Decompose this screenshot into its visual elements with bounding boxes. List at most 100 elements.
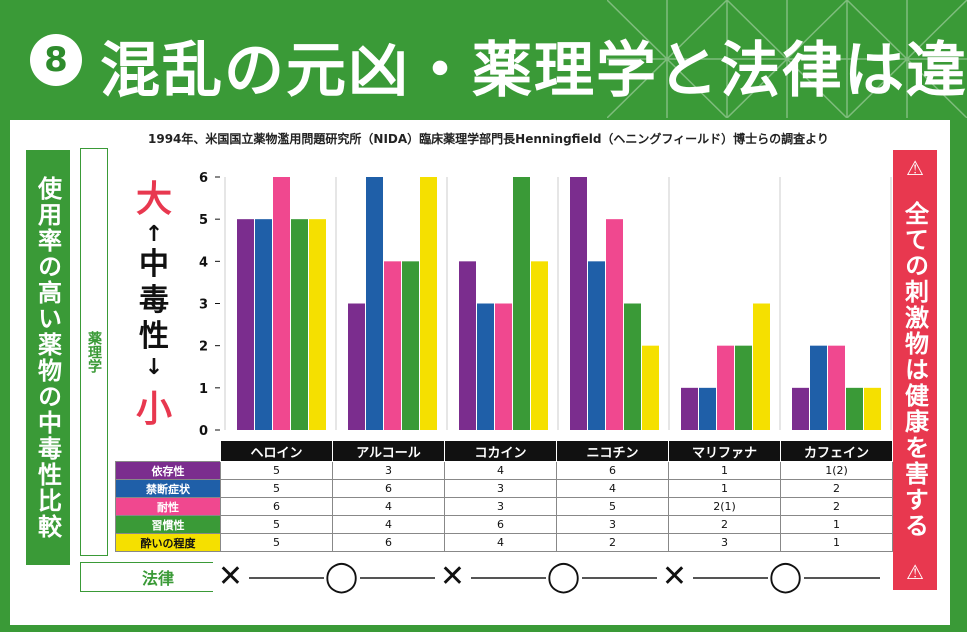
table-cell: 1 xyxy=(780,533,893,552)
bar-1-2 xyxy=(384,261,401,430)
source-note: 1994年、米国国立薬物濫用問題研究所（NIDA）臨床薬理学部門長Henning… xyxy=(148,132,829,146)
bar-3-1 xyxy=(588,261,605,430)
category-header: ニコチン xyxy=(556,440,669,462)
table-cell: 6 xyxy=(332,533,445,552)
table-cell: 3 xyxy=(444,479,557,498)
table-cell: 3 xyxy=(332,461,445,480)
table-cell: 2 xyxy=(780,479,893,498)
bar-2-2 xyxy=(495,303,512,430)
bar-2-3 xyxy=(513,177,530,430)
table-cell: 5 xyxy=(220,533,333,552)
bar-3-4 xyxy=(642,345,659,430)
category-header: カフェイン xyxy=(780,440,893,462)
arrow-down-icon: ↓ xyxy=(144,355,164,380)
bar-0-4 xyxy=(309,219,326,430)
category-header: ヘロイン xyxy=(220,440,333,462)
bar-0-0 xyxy=(237,219,254,430)
header-banner: 8 混乱の元凶・薬理学と法律は違う xyxy=(0,0,967,118)
warning-icon: ⚠ xyxy=(906,156,924,180)
law-mark: ✕ xyxy=(656,560,693,594)
table-cell: 3 xyxy=(444,497,557,516)
scale-middle: 中毒性 xyxy=(139,247,169,354)
bar-1-3 xyxy=(402,261,419,430)
law-mark: ✕ xyxy=(434,560,471,594)
bar-0-2 xyxy=(273,177,290,430)
bar-2-1 xyxy=(477,303,494,430)
bar-5-3 xyxy=(846,387,863,430)
table-row: 依存性 5 3 4 6 1 1(2) xyxy=(115,461,893,480)
table-cell: 1 xyxy=(668,479,781,498)
series-label: 習慣性 xyxy=(115,515,221,534)
table-row: 習慣性 5 4 6 3 2 1 xyxy=(115,515,893,534)
bar-3-2 xyxy=(606,219,623,430)
scale-big: 大 xyxy=(135,179,172,220)
table-cell: 2(1) xyxy=(668,497,781,516)
section-number-badge: 8 xyxy=(30,34,82,86)
table-cell: 1(2) xyxy=(780,461,893,480)
category-header: コカイン xyxy=(444,440,557,462)
bar-3-0 xyxy=(570,177,587,430)
y-tick-label: 5 xyxy=(199,213,208,228)
page-title: 混乱の元凶・薬理学と法律は違う xyxy=(100,36,967,106)
bar-5-0 xyxy=(792,387,809,430)
table-cell: 4 xyxy=(332,515,445,534)
table-cell: 3 xyxy=(556,515,669,534)
arrow-up-icon: ↑ xyxy=(144,222,164,247)
warning-icon: ⚠ xyxy=(906,560,924,584)
table-cell: 6 xyxy=(444,515,557,534)
scale-small: 小 xyxy=(135,389,172,430)
bar-4-0 xyxy=(681,387,698,430)
series-label: 依存性 xyxy=(115,461,221,480)
y-tick-label: 4 xyxy=(199,255,208,270)
table-cell: 6 xyxy=(332,479,445,498)
series-label: 禁断症状 xyxy=(115,479,221,498)
addiction-scale: 大 ↑ 中毒性 ↓ 小 xyxy=(130,170,178,432)
bar-4-1 xyxy=(699,387,716,430)
law-mark: ◯ xyxy=(767,559,804,594)
table-cell: 4 xyxy=(444,533,557,552)
table-cell: 2 xyxy=(668,515,781,534)
table-cell: 4 xyxy=(332,497,445,516)
category-header: マリファナ xyxy=(668,440,781,462)
table-cell: 3 xyxy=(668,533,781,552)
law-mark: ◯ xyxy=(545,559,582,594)
table-row: 酔いの程度 5 6 4 2 3 1 xyxy=(115,533,893,552)
table-cell: 5 xyxy=(220,515,333,534)
y-tick-label: 0 xyxy=(199,424,208,439)
right-warning-label: ⚠ 全ての刺激物は健康を害する ⚠ xyxy=(893,150,937,590)
table-cell: 1 xyxy=(780,515,893,534)
warning-text: 全ての刺激物は健康を害する xyxy=(900,201,929,539)
table-cell: 2 xyxy=(556,533,669,552)
bar-4-2 xyxy=(717,345,734,430)
series-label: 耐性 xyxy=(115,497,221,516)
bar-1-0 xyxy=(348,303,365,430)
y-tick-label: 3 xyxy=(199,298,208,313)
bar-0-1 xyxy=(255,219,272,430)
table-row: 禁断症状 5 6 3 4 1 2 xyxy=(115,479,893,498)
table-cell: 5 xyxy=(220,461,333,480)
table-cell: 1 xyxy=(668,461,781,480)
bar-4-3 xyxy=(735,345,752,430)
left-vertical-label: 使用率の高い薬物の中毒性比較 xyxy=(26,150,70,565)
table-cell: 2 xyxy=(780,497,893,516)
table-cell: 4 xyxy=(444,461,557,480)
table-cell: 5 xyxy=(556,497,669,516)
bar-1-4 xyxy=(420,177,437,430)
bar-5-4 xyxy=(864,387,881,430)
y-tick-label: 6 xyxy=(199,171,208,186)
pharmacology-label: 薬理学 xyxy=(80,148,108,556)
asanoha-pattern-icon xyxy=(607,0,967,118)
bar-5-1 xyxy=(810,345,827,430)
table-cell: 5 xyxy=(220,479,333,498)
series-label: 酔いの程度 xyxy=(115,533,221,552)
category-header: アルコール xyxy=(332,440,445,462)
bar-1-1 xyxy=(366,177,383,430)
table-cell: 6 xyxy=(556,461,669,480)
bar-3-3 xyxy=(624,303,641,430)
table-corner xyxy=(115,440,221,462)
law-mark: ◯ xyxy=(323,559,360,594)
law-mark: ✕ xyxy=(212,560,249,594)
bar-5-2 xyxy=(828,345,845,430)
chart-panel: 1994年、米国国立薬物濫用問題研究所（NIDA）臨床薬理学部門長Henning… xyxy=(10,120,950,625)
y-tick-label: 1 xyxy=(199,382,208,397)
